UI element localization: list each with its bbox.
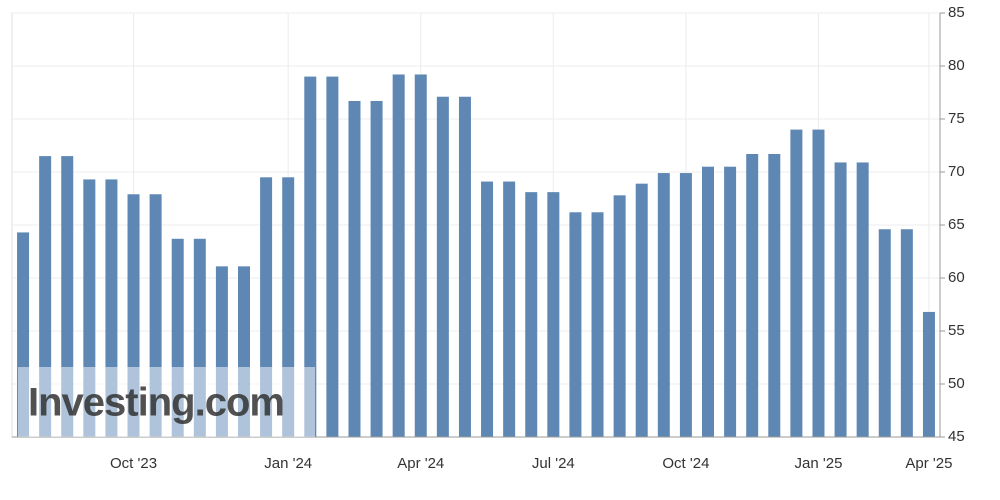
y-tick-label: 65: [948, 216, 965, 233]
bar: [834, 162, 847, 437]
bar: [503, 181, 516, 437]
bar: [436, 96, 449, 438]
bar: [481, 181, 494, 437]
x-tick-label: Jan '24: [264, 455, 312, 472]
bar: [39, 156, 52, 437]
bar: [679, 173, 692, 437]
bar: [61, 156, 74, 437]
y-tick-label: 85: [948, 4, 965, 21]
x-tick-label: Jul '24: [532, 455, 575, 472]
bar: [812, 129, 825, 437]
x-tick-label: Apr '25: [905, 455, 952, 472]
bar: [856, 162, 869, 437]
bar: [591, 212, 604, 437]
bar: [657, 173, 670, 437]
bar: [458, 96, 471, 438]
bar: [900, 229, 913, 437]
bar: [746, 153, 759, 438]
y-tick-label: 55: [948, 322, 965, 339]
bar: [525, 192, 538, 437]
x-tick-label: Jan '25: [795, 455, 843, 472]
y-tick-label: 70: [948, 163, 965, 180]
watermark-box: [18, 367, 315, 437]
y-tick-label: 60: [948, 269, 965, 286]
bar: [127, 194, 140, 437]
x-tick-label: Oct '23: [110, 455, 157, 472]
bar: [724, 166, 737, 437]
bar: [414, 74, 427, 437]
x-tick-label: Oct '24: [662, 455, 709, 472]
bar: [613, 195, 626, 437]
bar: [370, 100, 383, 437]
bar: [392, 74, 405, 437]
bar: [878, 229, 891, 437]
x-tick-label: Apr '24: [397, 455, 444, 472]
watermark: Investing.com: [28, 381, 284, 425]
y-tick-label: 45: [948, 428, 965, 445]
bar: [348, 100, 361, 437]
bar: [635, 183, 648, 437]
bar: [547, 192, 560, 437]
bar: [569, 212, 582, 437]
bar: [768, 153, 781, 438]
bar: [304, 76, 317, 437]
bar: [702, 166, 714, 437]
y-tick-label: 80: [948, 57, 965, 74]
y-tick-label: 50: [948, 375, 965, 392]
y-tick-label: 75: [948, 110, 965, 127]
bar: [326, 76, 339, 437]
bar: [922, 311, 935, 437]
bar: [790, 129, 803, 437]
